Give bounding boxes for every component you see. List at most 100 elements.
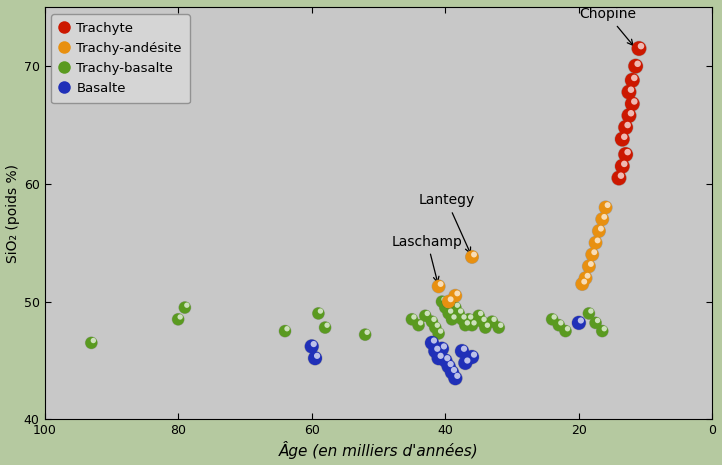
Point	[436, 345, 448, 352]
Legend: Trachyte, Trachy-andésite, Trachy-basalte, Basalte: Trachyte, Trachy-andésite, Trachy-basalt…	[51, 14, 190, 103]
Point	[450, 374, 461, 382]
Point	[602, 201, 614, 209]
Point	[456, 316, 468, 323]
Point	[308, 340, 320, 348]
Point	[625, 110, 637, 117]
Point	[430, 324, 441, 331]
Point	[580, 274, 591, 282]
Point	[473, 312, 484, 319]
Point	[428, 337, 440, 344]
Point	[473, 312, 484, 319]
Point	[179, 304, 191, 311]
Point	[456, 347, 468, 355]
Point	[451, 290, 463, 297]
Point	[586, 251, 598, 258]
Point	[435, 327, 446, 335]
Point	[319, 324, 331, 331]
Point	[590, 239, 601, 246]
Point	[625, 86, 637, 93]
Point	[620, 124, 632, 131]
Point	[432, 345, 443, 352]
Y-axis label: SiO₂ (poids %): SiO₂ (poids %)	[6, 164, 19, 263]
Point	[583, 263, 595, 270]
Point	[443, 363, 454, 370]
Point	[179, 304, 191, 311]
Point	[438, 296, 450, 303]
Point	[590, 319, 601, 326]
Point	[440, 357, 451, 364]
Point	[466, 253, 478, 261]
Point	[413, 321, 425, 329]
Point	[596, 327, 608, 335]
Point	[433, 330, 445, 337]
X-axis label: Âge (en milliers d'années): Âge (en milliers d'années)	[279, 441, 479, 459]
Point	[466, 353, 478, 361]
Point	[495, 321, 507, 329]
Point	[583, 263, 595, 270]
Point	[583, 310, 595, 317]
Point	[593, 227, 605, 235]
Point	[315, 307, 326, 315]
Point	[406, 316, 418, 323]
Point	[592, 237, 604, 244]
Point	[635, 42, 647, 50]
Point	[450, 292, 461, 299]
Point	[613, 174, 625, 182]
Text: Laschamp: Laschamp	[392, 235, 463, 282]
Point	[547, 316, 558, 323]
Point	[442, 301, 453, 309]
Point	[313, 310, 324, 317]
Point	[408, 313, 419, 321]
Point	[460, 321, 471, 329]
Point	[475, 310, 487, 317]
Point	[466, 353, 478, 361]
Point	[585, 307, 596, 315]
Point	[599, 213, 610, 220]
Point	[435, 352, 446, 359]
Point	[493, 324, 505, 331]
Point	[623, 112, 635, 120]
Point	[432, 321, 443, 329]
Point	[617, 163, 628, 170]
Point	[479, 324, 491, 331]
Point	[173, 316, 184, 323]
Point	[466, 253, 478, 261]
Point	[585, 260, 596, 268]
Point	[576, 280, 588, 288]
Point	[582, 272, 593, 279]
Point	[173, 316, 184, 323]
Point	[460, 359, 471, 366]
Point	[633, 45, 645, 52]
Point	[560, 327, 571, 335]
Point	[313, 310, 324, 317]
Point	[446, 369, 458, 376]
Point	[86, 339, 97, 346]
Point	[595, 225, 606, 232]
Point	[443, 310, 454, 317]
Point	[622, 148, 633, 156]
Point	[445, 360, 456, 368]
Point	[562, 325, 573, 332]
Point	[450, 304, 461, 311]
Point	[360, 331, 371, 339]
Point	[446, 369, 458, 376]
Point	[583, 310, 595, 317]
Point	[436, 345, 448, 352]
Point	[461, 357, 473, 364]
Point	[586, 251, 598, 258]
Point	[478, 316, 490, 323]
Point	[306, 343, 318, 350]
Point	[426, 318, 438, 325]
Point	[279, 327, 291, 335]
Point	[488, 316, 500, 323]
Point	[451, 301, 463, 309]
Point	[309, 354, 321, 362]
Point	[590, 239, 601, 246]
Point	[433, 354, 445, 362]
Point	[448, 366, 460, 374]
Point	[487, 318, 498, 325]
Point	[448, 313, 460, 321]
Point	[453, 310, 464, 317]
Point	[279, 327, 291, 335]
Point	[615, 172, 627, 179]
